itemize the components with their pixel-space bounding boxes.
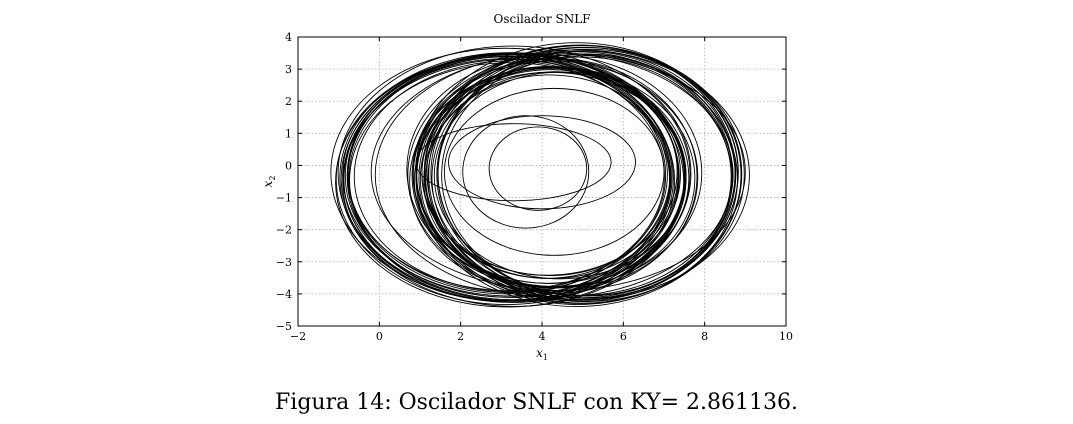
y-tick-label: −2 [276,224,292,237]
trajectory-band-orbit [415,44,743,308]
y-tick-label: 0 [285,159,292,172]
trajectory-band-orbit [437,50,736,297]
trajectory-band-orbit [406,54,703,288]
y-tick-label: −3 [276,256,292,269]
trajectory-band-orbit [426,51,734,299]
trajectory-orbit [462,115,590,229]
y-tick-label: 1 [285,127,292,140]
x-axis-label: x1 [536,346,548,362]
x-axis-label-subscript: 1 [543,353,548,362]
x-tick-label: 0 [376,330,383,343]
y-axis-label: x2 [261,176,277,188]
y-tick-label: −4 [276,288,292,301]
trajectory-orbit [443,87,665,256]
y-tick-label: −5 [276,320,292,333]
x-tick-label: 8 [701,330,708,343]
x-tick-label: 2 [457,330,464,343]
x-tick-label: 4 [539,330,546,343]
axis-ticks: −2 0 2 4 6 8 10 −5 −4 −3 −2 −1 0 1 2 3 4 [276,31,793,343]
y-tick-label: 2 [285,95,292,108]
y-tick-label: 3 [285,63,292,76]
trajectory-band-orbit [412,60,699,291]
chart-title: Oscilador SNLF [493,12,590,26]
grid-lines [298,37,786,326]
y-axis-label-subscript: 2 [268,176,277,181]
figure-caption: Figura 14: Oscilador SNLF con KY= 2.8611… [275,390,798,415]
trajectory-orbit [448,115,636,210]
trajectory-orbit [488,126,588,211]
plot-area [330,42,750,308]
x-tick-label: −2 [290,330,306,343]
trajectory-band-orbit [353,60,665,292]
x-axis-label-main: x [536,346,543,360]
trajectory-band-orbit [411,58,698,294]
y-axis-label-main: x [261,180,275,187]
y-tick-label: −1 [276,192,292,205]
x-tick-label: 6 [620,330,627,343]
trajectory-group [330,42,750,308]
trajectory-band-orbit [337,45,691,302]
x-tick-label: 10 [779,330,793,343]
y-tick-label: 4 [285,31,292,44]
